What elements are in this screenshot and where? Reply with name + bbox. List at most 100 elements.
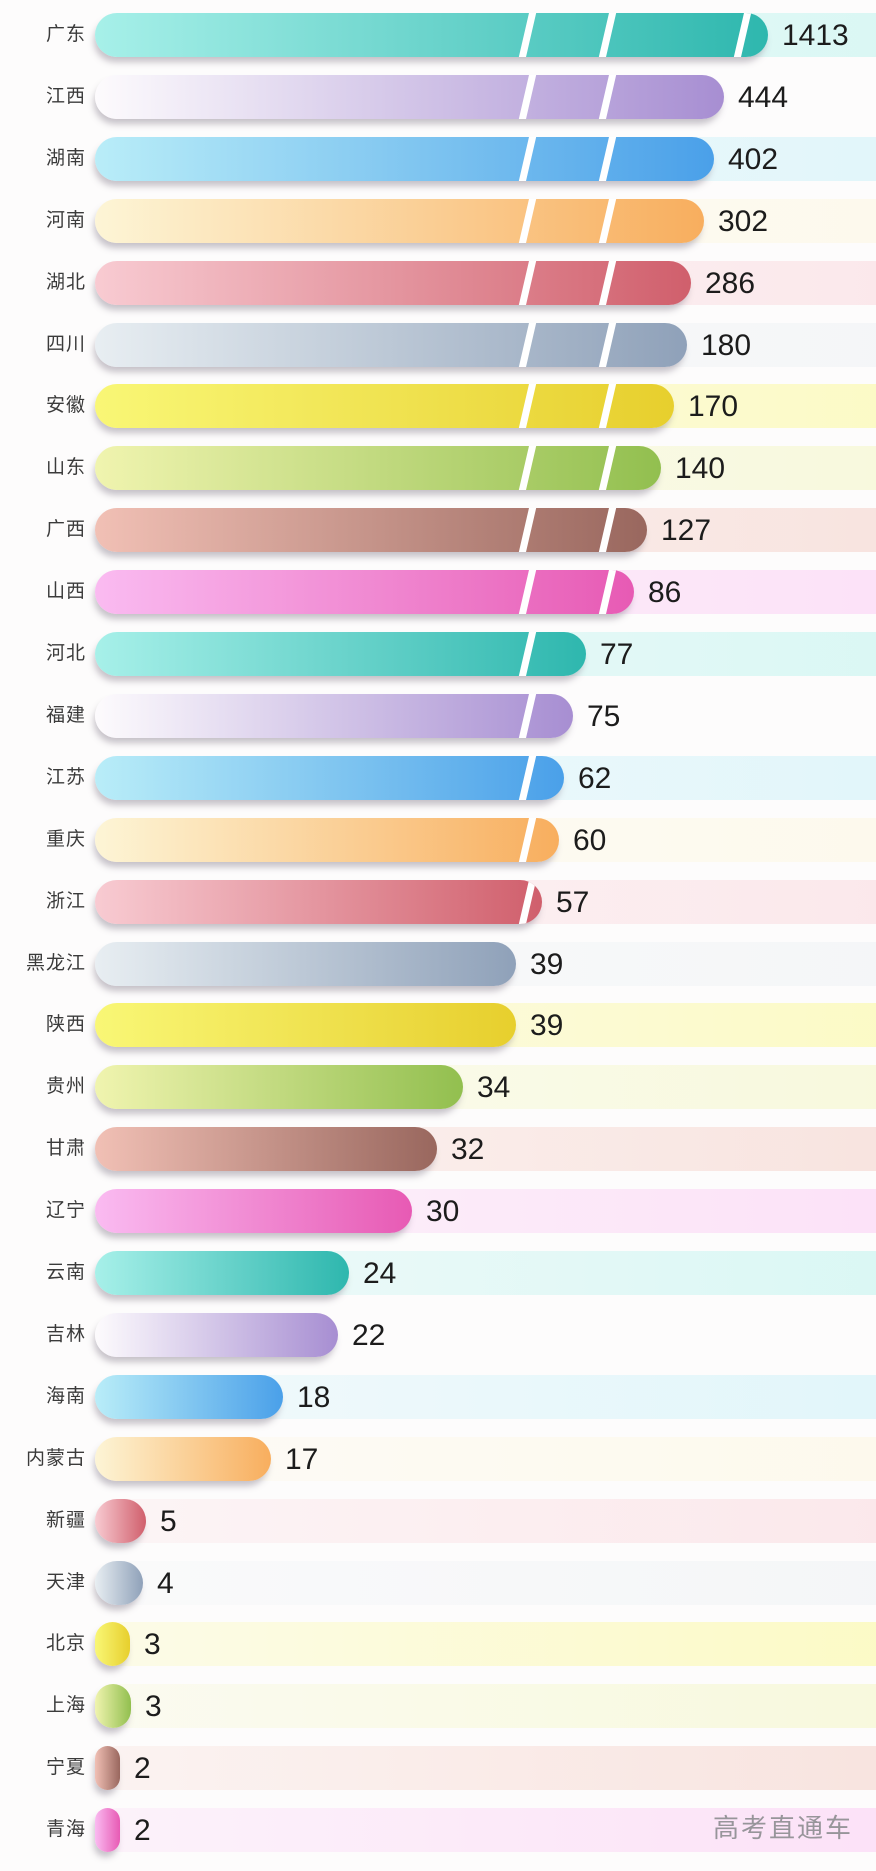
bar [95, 1808, 120, 1853]
value-label: 170 [688, 390, 739, 424]
category-label: 山东 [45, 457, 86, 479]
value-label: 62 [578, 761, 612, 795]
bar [95, 1003, 516, 1048]
bar-track [95, 1684, 876, 1729]
value-label: 444 [738, 80, 789, 114]
category-label: 广东 [45, 24, 86, 45]
chart-row: 广东 1413 [0, 4, 876, 66]
bar [95, 1127, 437, 1172]
value-label: 18 [297, 1380, 331, 1414]
bar [95, 384, 674, 429]
bar [95, 755, 564, 800]
category-label: 海南 [45, 1385, 86, 1407]
chart-row: 江西 444 [0, 66, 876, 128]
bar [95, 941, 516, 986]
value-label: 3 [145, 1690, 162, 1724]
chart-row: 湖北 286 [0, 252, 876, 314]
axis-break-icon [518, 508, 537, 553]
chart-row: 山东 140 [0, 437, 876, 499]
value-label: 77 [600, 638, 634, 671]
bar [95, 508, 647, 553]
value-label: 34 [477, 1071, 511, 1105]
category-label: 北京 [45, 1633, 86, 1655]
chart-row: 河北 77 [0, 623, 876, 685]
axis-break-icon [518, 136, 537, 181]
bar [95, 1436, 271, 1481]
chart-row: 上海 3 [0, 1675, 876, 1737]
chart-row: 辽宁 30 [0, 1180, 876, 1242]
bar [95, 570, 634, 615]
chart-row: 安徽 170 [0, 375, 876, 437]
category-label: 甘肃 [45, 1138, 86, 1160]
category-label: 山西 [45, 581, 86, 603]
axis-break-icon [518, 384, 537, 429]
axis-break-icon [518, 322, 537, 367]
bar-track [95, 1560, 876, 1605]
chart-row: 黑龙江 39 [0, 933, 876, 995]
bar [95, 1251, 349, 1295]
chart-row: 浙江 57 [0, 871, 876, 933]
category-label: 内蒙古 [25, 1447, 86, 1469]
category-label: 重庆 [45, 828, 86, 850]
chart-row: 江苏 62 [0, 747, 876, 809]
axis-break-icon [518, 260, 537, 305]
axis-break-icon [598, 260, 617, 305]
axis-break-icon [598, 74, 617, 119]
chart-row: 宁夏 2 [0, 1737, 876, 1799]
chart-row: 福建 75 [0, 685, 876, 747]
category-label: 河北 [45, 643, 86, 664]
category-label: 湖北 [45, 271, 86, 293]
value-label: 24 [363, 1257, 397, 1290]
chart-row: 内蒙古 17 [0, 1428, 876, 1490]
value-label: 286 [705, 266, 756, 300]
bar-track [95, 1622, 876, 1667]
category-label: 江苏 [45, 766, 86, 788]
category-label: 广西 [45, 519, 86, 541]
axis-break-icon [598, 508, 617, 553]
chart-row: 广西 127 [0, 499, 876, 561]
category-label: 黑龙江 [25, 952, 86, 974]
value-label: 57 [556, 885, 590, 919]
category-label: 江西 [45, 85, 86, 107]
axis-break-icon [518, 693, 537, 738]
axis-break-icon [598, 384, 617, 429]
chart-row: 北京 3 [0, 1613, 876, 1675]
value-label: 86 [648, 576, 682, 610]
axis-break-icon [518, 632, 537, 676]
chart-row: 天津 4 [0, 1552, 876, 1614]
chart-row: 山西 86 [0, 561, 876, 623]
bar-track [95, 1808, 876, 1853]
category-label: 上海 [45, 1695, 86, 1717]
bar [95, 1065, 463, 1110]
chart-row: 重庆 60 [0, 809, 876, 871]
value-label: 39 [530, 1009, 564, 1043]
axis-break-icon [518, 879, 537, 924]
category-label: 河南 [45, 209, 86, 231]
bar [95, 322, 687, 367]
chart-row: 陕西 39 [0, 994, 876, 1056]
category-label: 新疆 [45, 1509, 86, 1531]
bar [95, 198, 704, 243]
value-label: 3 [144, 1628, 161, 1662]
value-label: 402 [728, 142, 779, 176]
chart-row: 贵州 34 [0, 1056, 876, 1118]
value-label: 30 [426, 1195, 460, 1229]
value-label: 22 [352, 1318, 386, 1352]
bar [95, 632, 586, 676]
category-label: 湖南 [45, 147, 86, 169]
bar [95, 136, 714, 181]
axis-break-icon [598, 13, 617, 57]
watermark: 高考直通车 [712, 1813, 853, 1843]
axis-break-icon [598, 322, 617, 367]
bar [95, 260, 691, 305]
axis-break-icon [518, 198, 537, 243]
bar [95, 1560, 143, 1605]
category-label: 陕西 [45, 1014, 86, 1036]
chart-row: 河南 302 [0, 190, 876, 252]
bar [95, 879, 542, 924]
value-label: 60 [573, 823, 607, 857]
value-label: 32 [451, 1133, 485, 1167]
category-label: 辽宁 [45, 1200, 86, 1222]
value-label: 1413 [782, 19, 849, 52]
value-label: 140 [675, 452, 726, 486]
